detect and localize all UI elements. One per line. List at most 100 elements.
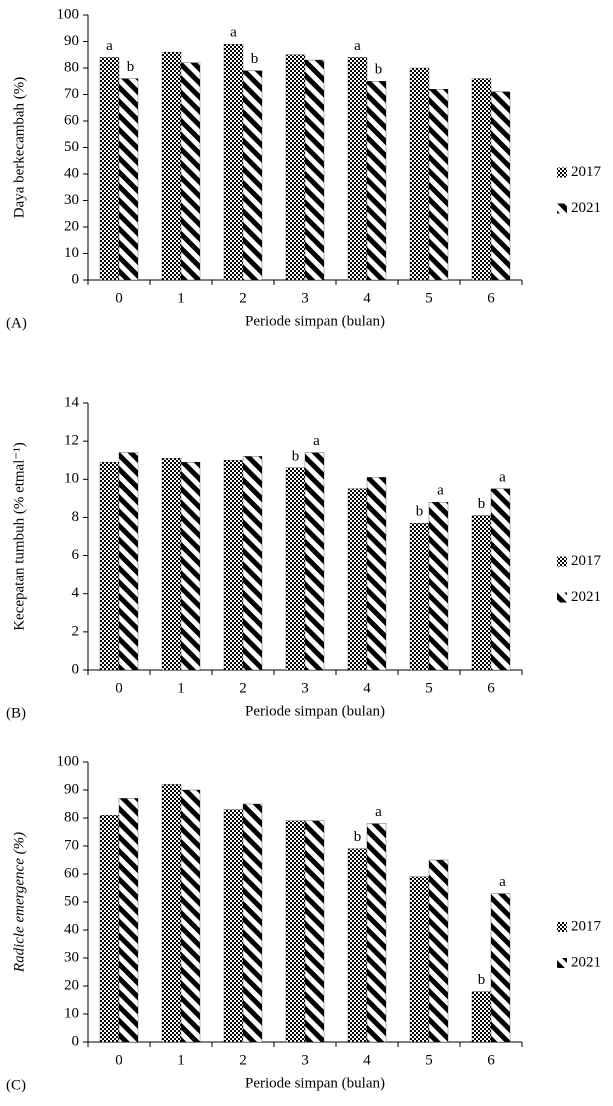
x-axis-label: Periode simpan (bulan) — [245, 703, 385, 719]
y-axis-label: Radicle emergence (%) — [11, 832, 27, 973]
legend-swatch — [557, 958, 567, 968]
chart: 0 10 20 30 40 50 60 70 80 90 100 0 1 2 3 4 5 6 b b 2017 a a 202… — [6, 753, 602, 1093]
bar — [161, 784, 182, 1043]
bar — [161, 51, 182, 281]
y-tick-label: 100 — [57, 6, 80, 22]
x-tick-label: 3 — [301, 680, 309, 696]
x-tick-label: 0 — [115, 680, 123, 696]
y-tick-label: 0 — [72, 1033, 80, 1049]
bar — [285, 820, 306, 1043]
bar-letter: b — [375, 62, 383, 78]
bar — [409, 876, 430, 1043]
bar — [409, 67, 430, 281]
x-tick-label: 1 — [177, 680, 185, 696]
bar — [242, 456, 263, 671]
x-tick-label: 6 — [487, 1052, 495, 1068]
y-tick-label: 80 — [64, 809, 79, 825]
x-tick-label: 0 — [115, 1052, 123, 1068]
y-tick-label: 6 — [72, 547, 80, 563]
panel-label: (B) — [6, 705, 26, 721]
x-tick-label: 4 — [363, 1052, 371, 1068]
x-tick-label: 1 — [177, 290, 185, 306]
y-tick-label: 90 — [64, 781, 79, 797]
bar — [366, 81, 387, 281]
y-tick-label: 70 — [64, 837, 79, 853]
bar — [471, 515, 492, 671]
bar — [99, 57, 120, 281]
y-tick-label: 10 — [64, 1005, 79, 1021]
panel-label: (A) — [6, 315, 27, 331]
bar — [490, 91, 511, 281]
bar — [180, 461, 201, 671]
x-tick-label: 2 — [239, 290, 247, 306]
legend-swatch — [557, 203, 567, 214]
legend-swatch — [557, 922, 567, 932]
bar — [304, 820, 325, 1043]
legend-label: 2021 — [571, 589, 601, 605]
bar — [99, 815, 120, 1043]
bar — [223, 809, 244, 1043]
bar — [118, 798, 139, 1043]
bar-letter: a — [106, 38, 113, 54]
bar-letter: a — [499, 469, 506, 485]
x-tick-label: 1 — [177, 1052, 185, 1068]
legend-label: 2021 — [571, 200, 601, 216]
bar — [347, 848, 368, 1043]
y-tick-label: 40 — [64, 921, 79, 937]
legend-swatch — [557, 592, 567, 603]
bar — [242, 70, 263, 281]
y-axis-label: Kecepatan tumbuh (% etmal⁻¹) — [11, 442, 27, 631]
bar — [490, 488, 511, 671]
x-tick-label: 2 — [239, 680, 247, 696]
x-tick-label: 3 — [301, 1052, 309, 1068]
bar — [242, 803, 263, 1043]
y-tick-label: 90 — [64, 33, 79, 49]
y-tick-label: 60 — [64, 865, 79, 881]
bar — [490, 893, 511, 1043]
y-tick-label: 10 — [64, 471, 79, 487]
x-axis-label: Periode simpan (bulan) — [245, 313, 385, 329]
y-tick-label: 14 — [64, 394, 80, 410]
y-tick-label: 0 — [72, 271, 80, 287]
bar-letter: a — [375, 804, 382, 820]
x-tick-label: 4 — [363, 680, 371, 696]
bar — [471, 991, 492, 1043]
bar-letter: b — [478, 972, 486, 988]
y-tick-label: 10 — [64, 245, 79, 261]
y-tick-label: 80 — [64, 59, 79, 75]
x-tick-label: 2 — [239, 1052, 247, 1068]
bar — [366, 477, 387, 671]
y-tick-label: 20 — [64, 977, 79, 993]
y-tick-label: 0 — [72, 661, 80, 677]
legend-swatch — [557, 167, 567, 178]
legend-label: 2017 — [571, 553, 602, 569]
bar-letter: b — [416, 504, 424, 520]
y-tick-label: 60 — [64, 112, 79, 128]
bar — [409, 523, 430, 671]
bar — [347, 57, 368, 281]
bar — [285, 467, 306, 671]
chart: 0 10 20 30 40 50 60 70 80 90 100 0 1 2 3 4 5 6 a a a 2017 b b b 2… — [6, 6, 602, 331]
y-tick-label: 30 — [64, 192, 79, 208]
bar — [428, 859, 449, 1043]
y-tick-label: 20 — [64, 218, 79, 234]
legend-swatch — [557, 556, 567, 567]
bar — [118, 78, 139, 281]
bar-letter: b — [251, 51, 259, 67]
y-tick-label: 70 — [64, 86, 79, 102]
bar-letter: a — [499, 874, 506, 890]
y-tick-label: 50 — [64, 139, 79, 155]
x-tick-label: 5 — [425, 290, 433, 306]
bar-letter: b — [478, 496, 486, 512]
y-axis-label: Daya berkecambah (%) — [11, 77, 27, 219]
bar — [285, 54, 306, 281]
bar-letter: b — [127, 59, 135, 75]
bar — [428, 89, 449, 281]
x-tick-label: 6 — [487, 290, 495, 306]
bar-letter: b — [292, 448, 300, 464]
bar-letter: a — [313, 433, 320, 449]
bar — [304, 452, 325, 671]
y-tick-label: 40 — [64, 165, 79, 181]
bar — [99, 461, 120, 671]
